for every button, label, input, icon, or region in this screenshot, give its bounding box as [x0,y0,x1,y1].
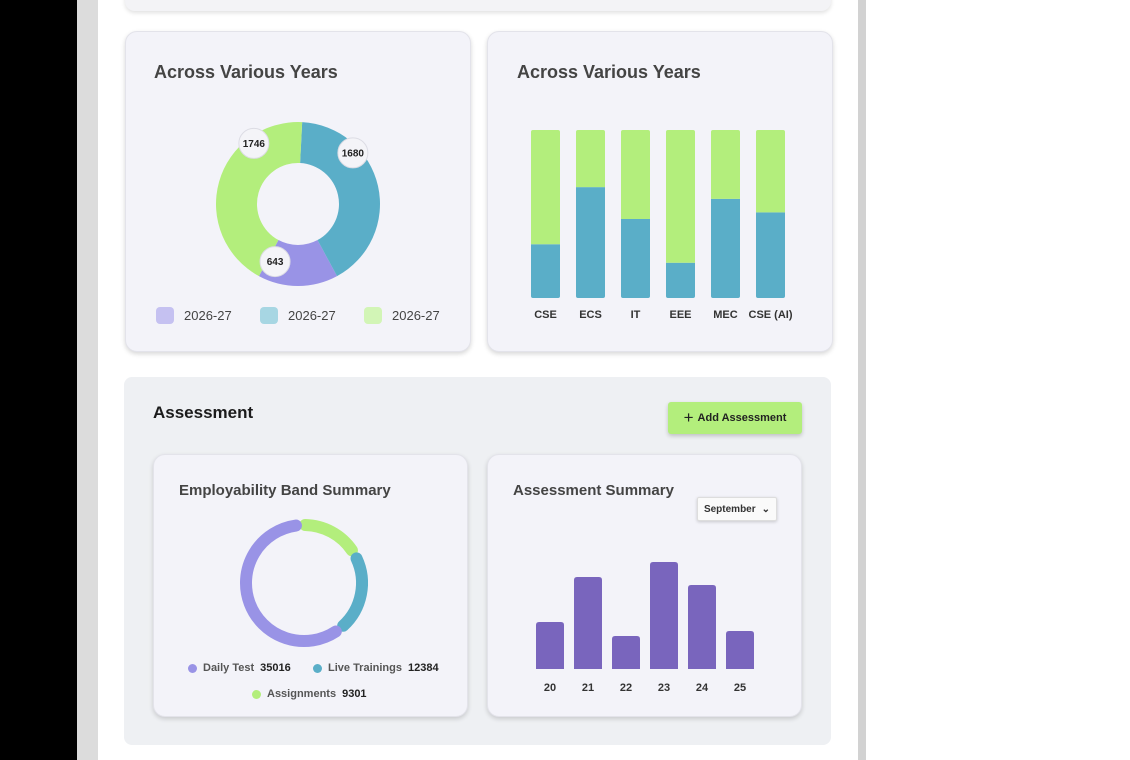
assessment-summary-title: Assessment Summary [513,482,674,499]
legend-live-trainings: Live Trainings 12384 [313,662,439,674]
ring-segment [240,519,342,647]
bar-segment-teal [756,212,785,298]
legend-value: 12384 [407,662,439,674]
add-assessment-label: Add Assessment [697,412,787,424]
years-pie-title: Across Various Years [154,62,338,82]
chevron-down-icon: ⌄ [761,503,771,515]
legend-label: 2026-27 [184,308,232,323]
bar-segment-green [666,130,695,263]
day-label: 23 [658,682,670,694]
slice-value-label: 643 [267,257,284,268]
years-donut-chart: 643 1680 1746 [216,122,380,286]
month-dropdown[interactable]: September ⌄ [697,497,777,521]
summary-bar [726,631,754,669]
dept-stacked-bar-chart: CSE ECS IT EEE MEC CSE (AI) [531,130,793,321]
day-label: 21 [582,682,594,694]
bar-segment-green [576,130,605,188]
summary-bar [536,622,564,669]
day-label: 20 [544,682,556,694]
dept-bar-card: Across Various Years CSE ECS IT EEE MEC CSE (… [487,31,833,352]
legend-assignments: Assignments 9301 [252,688,367,700]
slice-value-label: 1746 [243,139,266,150]
legend-dot-purple [188,663,197,673]
legend-item-1: 2026-27 [156,307,232,324]
legend-label: Daily Test [203,662,255,674]
value-bubble [259,246,291,278]
ring-segment [299,519,358,557]
legend-swatch-teal [260,307,278,324]
employability-card: Employability Band Summary Daily Test 35… [153,454,468,717]
dept-bar-title: Across Various Years [517,62,701,82]
bar-segment-teal [576,187,605,298]
plus-icon: + [683,407,694,427]
legend-item-3: 2026-27 [364,307,440,324]
summary-bar [612,636,640,669]
day-label: 25 [734,682,746,694]
bar-segment-teal [666,262,695,298]
left-black-bar [0,0,77,760]
day-label: 24 [696,682,709,694]
assessment-summary-bar-chart: 20 21 22 23 24 25 [536,562,754,694]
legend-value: 35016 [260,662,291,674]
legend-label: 2026-27 [288,308,336,323]
assessment-summary-card: Assessment Summary September ⌄ 20 21 22 23 2… [487,454,802,717]
legend-label: Assignments [267,688,337,700]
category-label: EEE [669,309,691,321]
legend-daily-test: Daily Test 35016 [188,662,291,674]
assessment-section: Assessment + Add Assessment Employabilit… [124,377,831,745]
legend-dot-teal [313,663,322,673]
legend-label: Live Trainings [328,662,402,674]
category-label: CSE (AI) [749,309,793,321]
bar-segment-teal [621,219,650,298]
left-gutter [77,0,98,760]
summary-bar [688,585,716,669]
slice-value-label: 1680 [342,148,365,159]
legend-swatch-green [364,307,382,324]
summary-bar [574,577,602,669]
value-bubble [337,137,369,169]
bar-segment-green [756,130,785,213]
category-label: CSE [534,309,557,321]
donut-slice [216,122,303,277]
bar-segment-teal [711,198,740,298]
summary-bar [650,562,678,669]
bar-segment-green [621,130,650,220]
legend-item-2: 2026-27 [260,307,336,324]
category-label: MEC [713,309,738,321]
assessment-title: Assessment [153,403,254,422]
years-pie-card: Across Various Years 643 1680 1746 2026-27… [125,31,471,352]
value-bubble [238,127,270,159]
category-label: IT [631,309,641,321]
day-label: 22 [620,682,632,694]
bar-segment-teal [531,244,560,298]
category-label: ECS [579,309,602,321]
add-assessment-button[interactable]: + Add Assessment [668,402,802,434]
ring-segment [337,552,368,632]
previous-card-edge [125,0,831,11]
bar-segment-green [711,130,740,199]
scrollbar-track[interactable] [858,0,866,760]
legend-dot-green [252,689,261,699]
bar-segment-green [531,130,560,245]
employability-title: Employability Band Summary [179,482,391,499]
legend-label: 2026-27 [392,308,440,323]
employability-ring-chart [240,519,368,647]
month-value: September [703,503,756,515]
legend-value: 9301 [342,688,367,700]
legend-swatch-purple [156,307,174,324]
